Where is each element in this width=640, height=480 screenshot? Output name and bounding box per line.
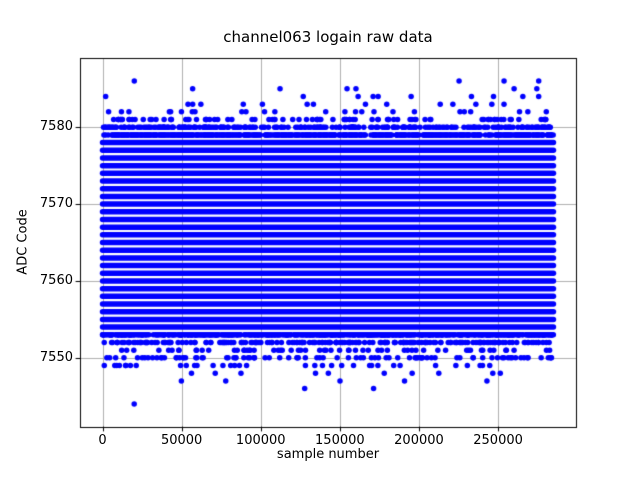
chart-title: channel063 logain raw data: [223, 28, 433, 46]
x-axis-label: sample number: [276, 447, 380, 462]
y-axis-label: ADC Code: [15, 209, 31, 275]
